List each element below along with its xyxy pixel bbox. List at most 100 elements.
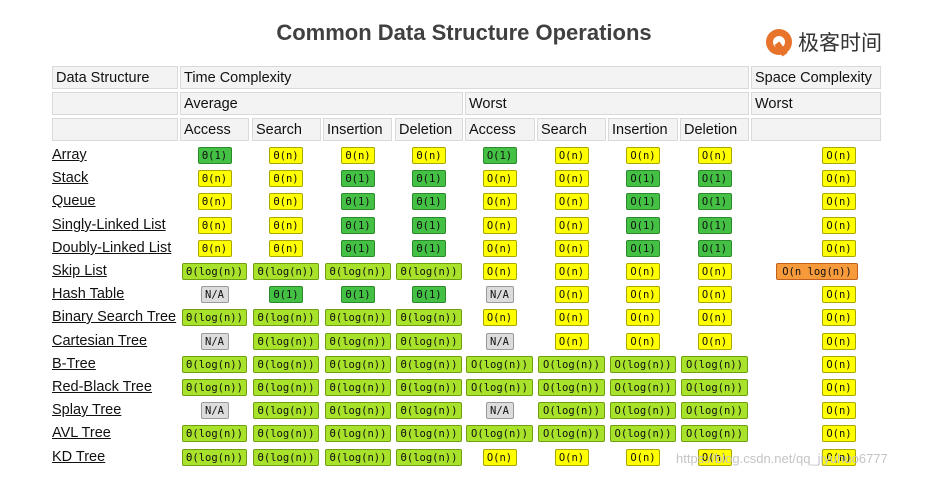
complexity-badge: Θ(log(n)) [182,379,247,396]
brand-logo: 极客时间 [766,28,882,56]
complexity-badge: Θ(log(n)) [396,379,462,396]
row-link-b-tree[interactable]: B-Tree [52,356,96,372]
page-title: Common Data Structure Operations [276,20,652,45]
complexity-badge: Θ(log(n)) [182,356,247,373]
complexity-badge: Θ(log(n)) [325,402,391,419]
complexity-badge: Θ(1) [269,286,303,303]
header-op-deletion: Deletion [395,118,463,141]
complexity-badge: Θ(1) [341,170,375,187]
complexity-badge: O(1) [697,217,732,234]
complexity-badge: O(n) [626,449,660,466]
header-op-insertion: Insertion [608,118,678,141]
complexity-badge: Θ(log(n)) [325,263,391,280]
complexity-badge: Θ(1) [412,193,446,210]
header-space-worst: Worst [751,92,881,115]
complexity-badge: O(n) [554,170,589,187]
complexity-badge: O(n) [822,217,856,234]
row-link-array[interactable]: Array [52,147,87,163]
complexity-badge: O(n) [554,333,589,350]
geektime-logo-icon [766,29,792,55]
header-average: Average [180,92,463,115]
header-blank [52,92,178,115]
complexity-badge: O(1) [482,147,517,164]
row-link-binary-search-tree[interactable]: Binary Search Tree [52,309,177,325]
complexity-badge: Θ(log(n)) [325,356,391,373]
complexity-badge: O(n) [626,309,660,326]
complexity-badge: N/A [200,286,229,303]
complexity-badge: Θ(n) [197,240,232,257]
row-link-kd-tree[interactable]: KD Tree [52,449,106,465]
complexity-badge: Θ(n) [197,193,232,210]
complexity-badge: O(n) [822,379,856,396]
complexity-badge: O(n) [822,449,856,466]
complexity-badge: N/A [200,333,229,350]
complexity-badge: O(n) [482,449,517,466]
complexity-badge: Θ(log(n)) [325,425,391,442]
logo-text: 极客时间 [798,31,882,55]
row-link-cartesian-tree[interactable]: Cartesian Tree [52,333,148,349]
complexity-badge: Θ(log(n)) [253,425,319,442]
complexity-badge: Θ(n) [412,147,446,164]
complexity-badge: O(1) [626,170,660,187]
complexity-badge: O(n) [554,193,589,210]
header-op-access: Access [465,118,535,141]
complexity-badge: O(n) [697,147,732,164]
complexity-badge: Θ(1) [341,217,375,234]
complexity-badge: Θ(n) [269,240,303,257]
complexity-badge: O(n) [697,286,732,303]
complexity-badge: O(log(n)) [538,425,605,442]
complexity-badge: Θ(n) [197,170,232,187]
complexity-badge: O(n) [626,333,660,350]
complexity-badge: O(n) [822,147,856,164]
complexity-badge: O(n) [482,170,517,187]
complexity-badge: Θ(log(n)) [182,263,247,280]
complexity-badge: Θ(log(n)) [396,309,462,326]
complexity-badge: O(n) [697,263,732,280]
complexity-badge: Θ(log(n)) [182,449,247,466]
row-link-skip-list[interactable]: Skip List [52,263,107,279]
complexity-badge: O(log(n)) [538,356,605,373]
complexity-badge: Θ(n) [269,147,303,164]
complexity-badge: O(n) [482,263,517,280]
complexity-badge: O(n) [626,286,660,303]
complexity-badge: Θ(1) [412,286,446,303]
complexity-badge: N/A [485,333,514,350]
complexity-badge: Θ(n) [269,170,303,187]
complexity-badge: O(n) [822,333,856,350]
complexity-badge: N/A [485,286,514,303]
header-op-search: Search [537,118,606,141]
complexity-badge: O(n) [482,309,517,326]
header-op-access: Access [180,118,249,141]
complexity-badge: Θ(log(n)) [396,425,462,442]
complexity-badge: O(n) [554,147,589,164]
complexity-badge: Θ(log(n)) [396,333,462,350]
complexity-badge: O(log(n)) [538,379,605,396]
row-link-avl-tree[interactable]: AVL Tree [52,425,111,441]
row-link-hash-table[interactable]: Hash Table [52,286,125,302]
complexity-badge: O(n) [554,217,589,234]
row-link-queue[interactable]: Queue [52,193,96,209]
complexity-badge: Θ(log(n)) [253,333,319,350]
complexity-badge: Θ(1) [412,217,446,234]
complexity-badge: O(n log(n)) [776,263,858,280]
complexity-badge: Θ(log(n)) [253,309,319,326]
complexity-badge: O(n) [626,263,660,280]
watermark: https://blog.csdn.net/qq_jiyuhuo6777 [676,451,888,466]
complexity-badge: O(n) [554,309,589,326]
row-link-red-black-tree[interactable]: Red-Black Tree [52,379,152,395]
row-link-splay-tree[interactable]: Splay Tree [52,402,122,418]
complexity-badge: Θ(1) [412,240,446,257]
complexity-badge: O(log(n)) [466,425,533,442]
row-link-stack[interactable]: Stack [52,170,89,186]
complexity-badge: O(log(n)) [538,402,605,419]
header-time-complexity: Time Complexity [180,66,749,89]
complexity-badge: O(n) [822,170,856,187]
row-link-doubly-linked-list[interactable]: Doubly-Linked List [52,240,172,256]
complexity-badge: N/A [200,402,229,419]
complexity-badge: Θ(log(n)) [253,263,319,280]
complexity-badge: O(log(n)) [681,356,748,373]
header-worst: Worst [465,92,749,115]
complexity-badge: Θ(log(n)) [396,402,462,419]
complexity-badge: O(log(n)) [681,379,748,396]
row-link-singly-linked-list[interactable]: Singly-Linked List [52,217,166,233]
